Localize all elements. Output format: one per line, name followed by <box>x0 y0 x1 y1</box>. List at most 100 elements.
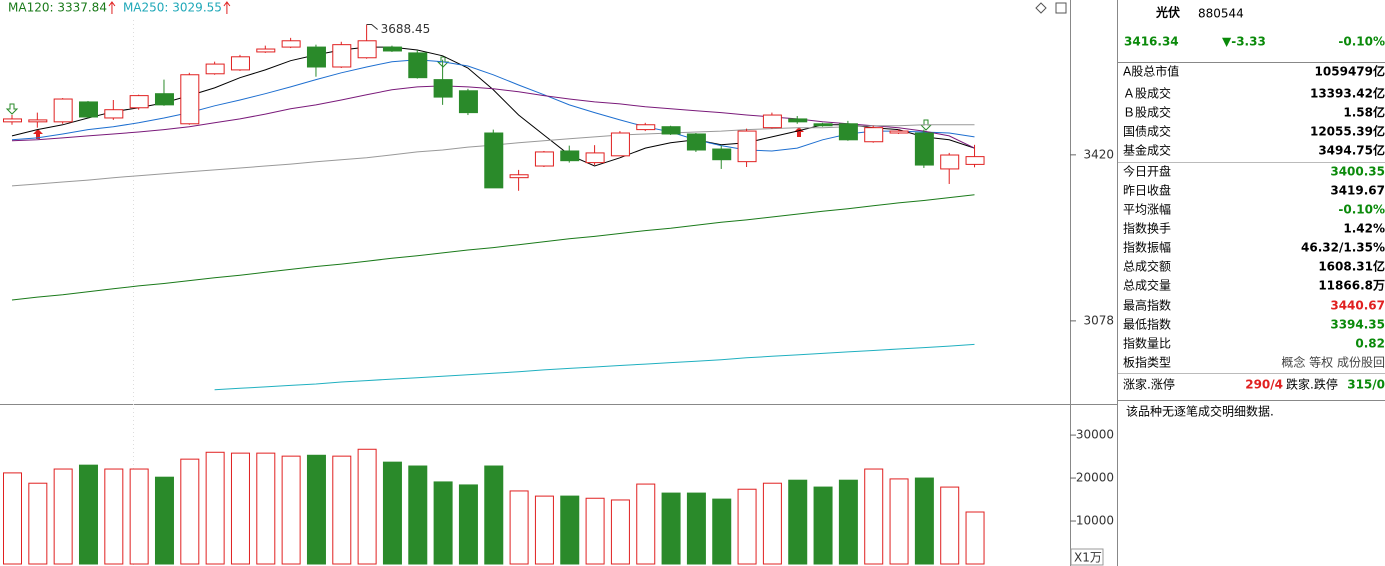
y-tick-label: 3078 <box>1083 313 1114 327</box>
peak-leader <box>366 24 378 30</box>
volume-bar <box>712 498 732 565</box>
ma-line <box>11 85 975 149</box>
candle-body <box>180 74 200 125</box>
candle-body <box>788 118 808 123</box>
stat-label: 指数换手 <box>1123 221 1171 236</box>
candle-body <box>560 150 580 162</box>
candle-body <box>230 56 250 71</box>
volume-bar <box>509 490 529 565</box>
stat-label: 指数振幅 <box>1123 240 1171 255</box>
volume-bar <box>104 468 124 565</box>
stat-value: 1.42% <box>1343 222 1385 236</box>
volume-bar <box>129 468 149 565</box>
stat-value: 3440.67 <box>1330 299 1385 313</box>
candle-body <box>129 95 149 109</box>
candle-body <box>661 126 681 135</box>
stat-value: 3400.35 <box>1330 165 1385 179</box>
volume-bar <box>458 484 478 565</box>
y-tick-label: 3420 <box>1083 147 1114 161</box>
stat-label: 昨日收盘 <box>1123 183 1171 198</box>
buy-arrow <box>33 129 43 139</box>
candle-body <box>889 130 909 134</box>
candle-body <box>154 93 174 106</box>
volume-bar <box>560 495 580 565</box>
volume-bar <box>762 482 782 565</box>
stat-label: 涨家.涨停 <box>1123 377 1175 392</box>
stat-label: Ｂ股成交 <box>1123 105 1171 120</box>
volume-bar <box>28 482 48 565</box>
ma-line <box>11 59 975 152</box>
ma-line <box>214 343 975 391</box>
price-change: ▼-3.33 <box>1222 35 1266 49</box>
candle-body <box>813 123 833 127</box>
candle-body <box>256 48 276 53</box>
stat-value: 290/4 <box>1245 378 1283 392</box>
stat-value: 1.58亿 <box>1343 105 1385 120</box>
volume-bar <box>306 454 326 565</box>
stat-value: 46.32/1.35% <box>1301 241 1385 255</box>
stat-label: 板指类型 <box>1123 355 1171 370</box>
candle-body <box>509 174 529 179</box>
stat-label: Ａ股成交 <box>1123 86 1171 101</box>
candle-body <box>357 40 377 59</box>
index-type-options: 概念 等权 成份股回 <box>1281 355 1385 370</box>
volume-bar <box>864 468 884 565</box>
y-tick-label: 20000 <box>1076 471 1114 485</box>
candle-body <box>534 151 554 167</box>
diamond-button[interactable] <box>1035 2 1047 14</box>
stat-value: 13393.42亿 <box>1310 86 1385 101</box>
candle-body <box>610 132 630 157</box>
tick-data-note: 该品种无逐笔成交明细数据. <box>1126 404 1274 419</box>
volume-bar <box>154 476 174 565</box>
candle-body <box>838 123 858 141</box>
legend-entry: MA120: 3337.84 <box>8 1 107 15</box>
peak-label: 3688.45 <box>381 22 431 36</box>
candle-body <box>636 124 656 131</box>
legend-entry: MA250: 3029.55 <box>123 1 222 15</box>
candle-body <box>762 114 782 129</box>
candle-body <box>737 130 757 163</box>
volume-bar <box>484 465 504 565</box>
last-price: 3416.34 <box>1124 35 1179 49</box>
volume-bar <box>610 499 630 565</box>
stat-label: 基金成交 <box>1123 143 1171 158</box>
square-button[interactable] <box>1055 2 1067 14</box>
stat-value: 3419.67 <box>1330 184 1385 198</box>
stat-value: 11866.8万 <box>1318 279 1385 293</box>
stat-value: 1608.31亿 <box>1318 259 1385 274</box>
volume-bar <box>965 511 985 565</box>
volume-bar <box>256 452 276 565</box>
candle-body <box>3 118 22 123</box>
candle-body <box>408 52 428 79</box>
volume-bar <box>636 483 656 565</box>
stat-label: 国债成交 <box>1123 124 1171 139</box>
stat-value: 0.82 <box>1355 337 1385 351</box>
stat-value: -0.10% <box>1338 203 1385 217</box>
price-change-pct: -0.10% <box>1338 35 1385 49</box>
volume-bar <box>180 458 200 565</box>
volume-bar <box>332 455 352 565</box>
candle-body <box>205 63 225 75</box>
volume-bar <box>281 455 301 565</box>
volume-bar <box>78 464 98 565</box>
stat-label: 最高指数 <box>1123 298 1171 313</box>
volume-bar <box>382 461 402 565</box>
instrument-code: 880544 <box>1198 7 1244 21</box>
stat-label: 最低指数 <box>1123 317 1171 332</box>
instrument-name: 光伏 <box>1155 5 1180 20</box>
candle-body <box>382 46 402 52</box>
candle-body <box>484 132 504 189</box>
volume-bar <box>813 486 833 565</box>
stat-label: 跌家.跌停 <box>1286 377 1338 392</box>
candle-body <box>306 46 326 68</box>
volume-bar <box>230 452 250 565</box>
volume-bar <box>433 481 453 565</box>
candle-body <box>433 79 453 98</box>
candle-body <box>965 156 985 165</box>
candle-body <box>864 127 884 143</box>
volume-bar <box>357 448 377 565</box>
sell-arrow <box>436 56 450 68</box>
unit-box <box>1070 548 1104 566</box>
